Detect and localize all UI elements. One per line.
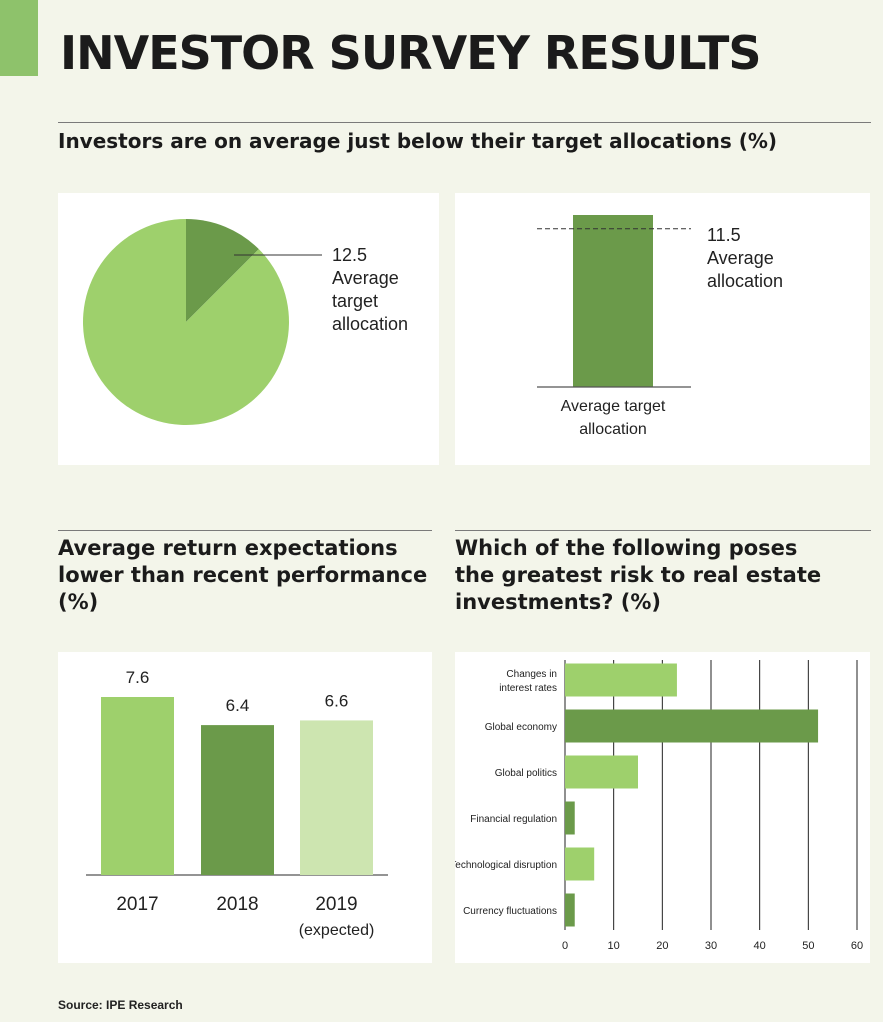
allocation-bar-chart: 11.5 Average allocation Average target alloc…: [537, 215, 783, 438]
annotation-value: 12.5: [332, 245, 367, 265]
bar: [565, 801, 575, 835]
pie-chart: 12.5 Average target allocation: [82, 219, 408, 425]
category-label: Currency fluctuations: [463, 906, 557, 917]
tick-label: 30: [705, 940, 717, 952]
accent-bar: [0, 0, 38, 76]
title-line: Average return expectations: [58, 536, 398, 560]
data-label: 6.4: [226, 696, 250, 715]
tick-label: 40: [754, 940, 766, 952]
annotation-label: target: [332, 291, 378, 311]
category-label: Global economy: [485, 722, 557, 733]
annotation-label: Average: [332, 268, 399, 288]
reference-label: allocation: [707, 271, 783, 291]
annotation-label: allocation: [332, 314, 408, 334]
bar: [565, 663, 677, 697]
pie-slice: [82, 219, 289, 425]
category-label: allocation: [579, 421, 647, 438]
bar: [573, 215, 653, 387]
pie-slice: [186, 219, 259, 322]
bar: [300, 720, 373, 875]
tick-label: 0: [562, 940, 568, 952]
tick-label: 50: [802, 940, 814, 952]
category-label: 2018: [216, 894, 258, 915]
category-label: Changes in: [506, 669, 557, 680]
tick-label: 10: [608, 940, 620, 952]
bar: [201, 725, 274, 875]
source-note: Source: IPE Research: [58, 998, 183, 1012]
category-label: Financial regulation: [470, 814, 557, 825]
category-label: Global politics: [495, 768, 557, 779]
section-title-returns: Average return expectations lower than r…: [58, 535, 427, 616]
section-title-allocations: Investors are on average just below thei…: [58, 129, 778, 153]
bar: [565, 893, 575, 927]
bar: [565, 847, 595, 881]
category-label: interest rates: [499, 683, 557, 694]
section-title-risks: Which of the following poses the greates…: [455, 535, 821, 616]
tick-label: 20: [656, 940, 668, 952]
tick-label: 60: [851, 940, 863, 952]
category-label: 2017: [116, 894, 158, 915]
title-line: lower than recent performance: [58, 563, 428, 587]
pie-panel: 12.5 Average target allocation: [58, 193, 439, 465]
divider-rule: [58, 530, 432, 531]
risks-bar-chart: 0 10 20 30 40 50 60 Changes in interest rates Glo…: [455, 660, 863, 952]
risks-panel: 0 10 20 30 40 50 60 Changes in interest rates Glo…: [455, 652, 870, 963]
category-sublabel: (expected): [299, 922, 375, 939]
title-line: investments? (%): [455, 590, 661, 614]
data-label: 7.6: [126, 668, 150, 687]
bar: [101, 697, 174, 875]
data-label: 6.6: [325, 691, 349, 710]
category-label: Average target: [561, 398, 666, 415]
page-title: INVESTOR SURVEY RESULTS: [60, 26, 761, 80]
returns-bar-chart: 7.6 2017 6.4 2018 6.6 2019 (expected): [86, 668, 388, 939]
divider-rule: [58, 122, 871, 123]
title-line: (%): [58, 590, 99, 614]
title-line: Which of the following poses: [455, 536, 798, 560]
allocation-bar-panel: 11.5 Average allocation Average target alloc…: [455, 193, 870, 465]
divider-rule: [455, 530, 871, 531]
category-label: 2019: [315, 894, 357, 915]
reference-label: Average: [707, 248, 774, 268]
reference-value: 11.5: [707, 225, 741, 245]
title-line: the greatest risk to real estate: [455, 563, 822, 587]
bar: [565, 709, 819, 743]
returns-panel: 7.6 2017 6.4 2018 6.6 2019 (expected): [58, 652, 432, 963]
category-label: Technological disruption: [455, 860, 557, 871]
bar: [565, 755, 638, 789]
